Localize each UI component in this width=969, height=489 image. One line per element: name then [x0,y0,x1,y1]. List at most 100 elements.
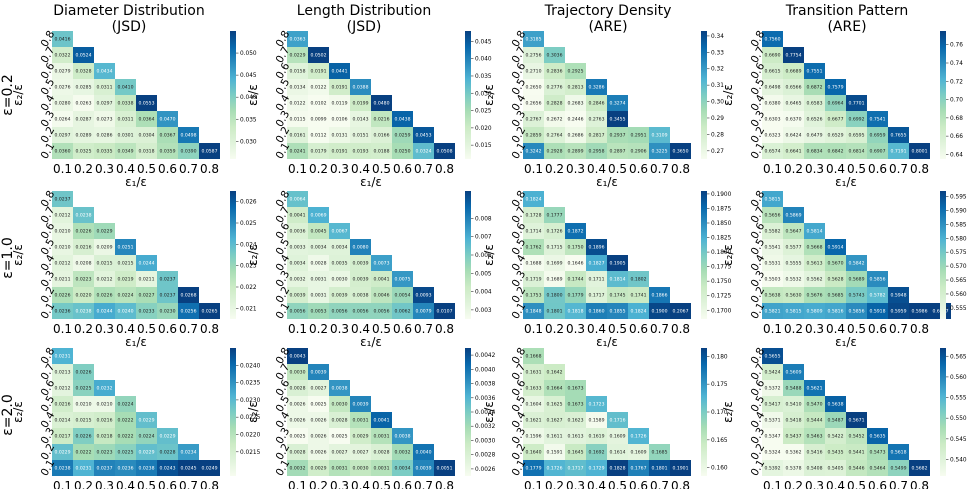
cell-value-label: 0.0229 [96,229,112,235]
heatmap-cell [371,444,392,460]
heatmap-cell [287,223,308,239]
heatmap-cell [586,396,607,412]
cell-value-label: 0.7551 [806,69,822,75]
cell-value-label: 0.5410 [785,402,801,408]
heatmap-cell [607,444,628,460]
heatmap-cell [544,287,565,303]
heatmap-cell [329,111,350,127]
colorbar-tick-label: 0.64 [950,152,963,158]
heatmap-cell [371,460,392,476]
heatmap-cell [783,460,804,476]
heatmap-cell [867,287,888,303]
cell-value-label: 0.1623 [567,418,583,424]
heatmap-cell [308,239,329,255]
cell-value-label: 0.0151 [352,133,368,139]
cell-value-label: 0.0166 [373,133,389,139]
heatmap-cell [52,127,73,143]
cell-value-label: 0.0335 [96,149,112,155]
x-tick-label: 0.6 [868,322,887,336]
heatmap-cell [888,303,909,319]
heatmap-cell [136,428,157,444]
cell-value-label: 0.5630 [785,293,801,299]
heatmap-cell [308,79,329,95]
cell-value-label: 0.5417 [764,402,780,408]
colorbar-tick-label: 0.0230 [240,398,261,404]
heatmap-cell [523,428,544,444]
cell-value-label: 0.5422 [827,434,843,440]
cell-value-label: 0.0030 [352,466,368,472]
x-tick-label: 0.2 [309,322,328,336]
x-tick-label: 0.5 [137,322,156,336]
colorbar-tick-label: 0.27 [711,149,724,155]
cell-value-label: 0.2672 [546,117,562,123]
heatmap-cell [287,79,308,95]
cell-value-label: 0.0067 [331,229,347,235]
cell-value-label: 0.6641 [785,149,801,155]
heatmap-cell [73,47,94,63]
cell-value-label: 0.0026 [310,434,326,440]
cell-value-label: 0.5914 [827,245,843,251]
cell-value-label: 0.0228 [159,450,175,456]
heatmap-cell [178,460,199,476]
heatmap-cell [287,380,308,396]
heatmap-cell [825,255,846,271]
cell-value-label: 0.0036 [289,229,305,235]
heatmap-cell [73,239,94,255]
heatmap-cell [94,63,115,79]
cell-value-label: 0.1900 [651,309,667,315]
cell-value-label: 0.7655 [890,133,906,139]
cell-value-label: 0.0045 [310,229,326,235]
heatmap-cell [350,428,371,444]
heatmap-cell [804,143,825,159]
cell-value-label: 0.0241 [289,149,305,155]
heatmap-cell [909,460,930,476]
x-tick-label: 0.6 [393,479,412,489]
heatmap-cell [413,460,434,476]
heatmap-cell [434,143,455,159]
cell-value-label: 0.3274 [609,101,625,107]
colorbar-tick-label: 0.66 [950,134,963,140]
heatmap-cell [544,396,565,412]
cell-value-label: 0.5668 [806,245,822,251]
heatmap-cell [52,412,73,428]
heatmap-cell [157,271,178,287]
heatmap-cell [157,460,178,476]
cell-value-label: 0.7541 [869,117,885,123]
heatmap-cell [371,271,392,287]
heatmap-cell [783,444,804,460]
colorbar-tick-label: 0.007 [475,235,492,241]
cell-value-label: 0.0119 [331,101,347,107]
cell-value-label: 0.5743 [848,293,864,299]
cell-value-label: 0.5371 [764,418,780,424]
heatmap-cell [350,255,371,271]
heatmap-cell [73,223,94,239]
cell-value-label: 0.1699 [546,261,562,267]
heatmap-panel: 0.3185 0.2756 0.3036 0.2710 0.2836 0.2925 0.26… [482,29,724,189]
cell-value-label: 0.1717 [588,293,604,299]
colorbar-tick-label: 0.585 [950,222,967,228]
heatmap-cell [94,255,115,271]
colorbar-tick-label: 0.1800 [711,250,732,256]
colorbar-tick-label: 0.180 [711,354,728,360]
cell-value-label: 0.0441 [331,69,347,75]
cell-value-label: 0.0265 [201,309,217,315]
heatmap-cell [329,287,350,303]
cell-value-label: 0.2767 [525,117,541,123]
heatmap-cell [392,444,413,460]
colorbar-tick-label: 0.1700 [711,308,732,314]
x-tick-label: 0.5 [372,162,391,176]
heatmap-cell [523,380,544,396]
heatmap-cell [804,444,825,460]
colorbar-tick-label: 0.015 [475,143,492,149]
colorbar-tick-label: 0.045 [240,73,257,79]
heatmap-cell [762,239,783,255]
heatmap-cell [670,143,691,159]
cell-value-label: 0.5621 [806,386,822,392]
x-tick-label: 0.7 [414,479,433,489]
cell-value-label: 0.0216 [373,117,389,123]
cell-value-label: 0.2925 [567,69,583,75]
cell-value-label: 0.3650 [672,149,688,155]
heatmap-cell [783,412,804,428]
heatmap-cell [308,127,329,143]
x-axis-label: ε₁/ε [360,335,382,349]
